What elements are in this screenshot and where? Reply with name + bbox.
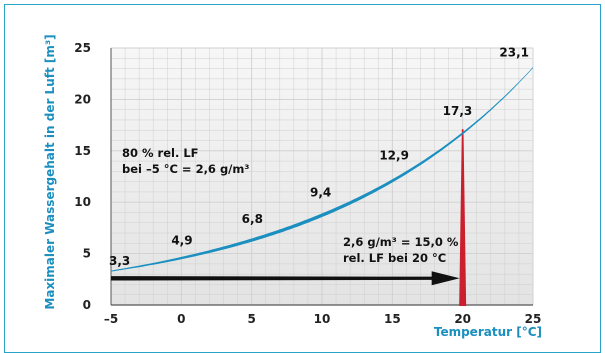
- data-label: 12,9: [379, 148, 409, 162]
- x-tick-label: 25: [525, 312, 542, 326]
- y-axis-title: Maximaler Wassergehalt in der Luft [m³]: [43, 34, 57, 309]
- y-tick-label: 0: [83, 298, 91, 312]
- annotation-1-line-1: 80 % rel. LF: [122, 146, 199, 160]
- data-label: 17,3: [443, 104, 473, 118]
- data-labels: 3,3 4,9 6,8 9,4 12,9 17,3 23,1: [109, 46, 529, 269]
- x-tick-label: 20: [454, 312, 471, 326]
- data-label: 23,1: [499, 46, 529, 60]
- x-tick-labels: –5 0 5 10 15 20 25: [104, 312, 542, 326]
- y-tick-label: 10: [74, 195, 91, 209]
- x-tick-label: 5: [247, 312, 255, 326]
- x-tick-label: 10: [314, 312, 331, 326]
- data-label: 3,3: [109, 254, 130, 268]
- x-axis-title: Temperatur [°C]: [434, 325, 542, 339]
- annotation-2-line-2: rel. LF bei 20 °C: [343, 251, 446, 265]
- x-tick-label: 0: [177, 312, 185, 326]
- humidity-arrow: [111, 271, 460, 286]
- x-tick-label: –5: [104, 312, 118, 326]
- temperature-marker: [459, 129, 467, 306]
- arrow: [111, 271, 460, 286]
- y-tick-label: 5: [83, 247, 91, 261]
- vertical-gridlines: [110, 48, 534, 305]
- data-label: 9,4: [310, 185, 331, 199]
- y-tick-label: 25: [74, 41, 91, 55]
- annotation-1-line-2: bei –5 °C = 2,6 g/m³: [122, 162, 249, 176]
- data-label: 4,9: [171, 234, 192, 248]
- y-tick-label: 20: [74, 92, 91, 106]
- annotation-2-line-1: 2,6 g/m³ = 15,0 %: [343, 235, 459, 249]
- y-tick-label: 15: [74, 144, 91, 158]
- x-tick-label: 15: [384, 312, 401, 326]
- annotation-humidity-end: 2,6 g/m³ = 15,0 % rel. LF bei 20 °C: [343, 235, 462, 265]
- annotation-humidity-start: 80 % rel. LF bei –5 °C = 2,6 g/m³: [122, 146, 249, 176]
- data-label: 6,8: [242, 212, 263, 226]
- vertical-marker: [459, 129, 467, 306]
- y-tick-labels: 0 5 10 15 20 25: [74, 41, 91, 312]
